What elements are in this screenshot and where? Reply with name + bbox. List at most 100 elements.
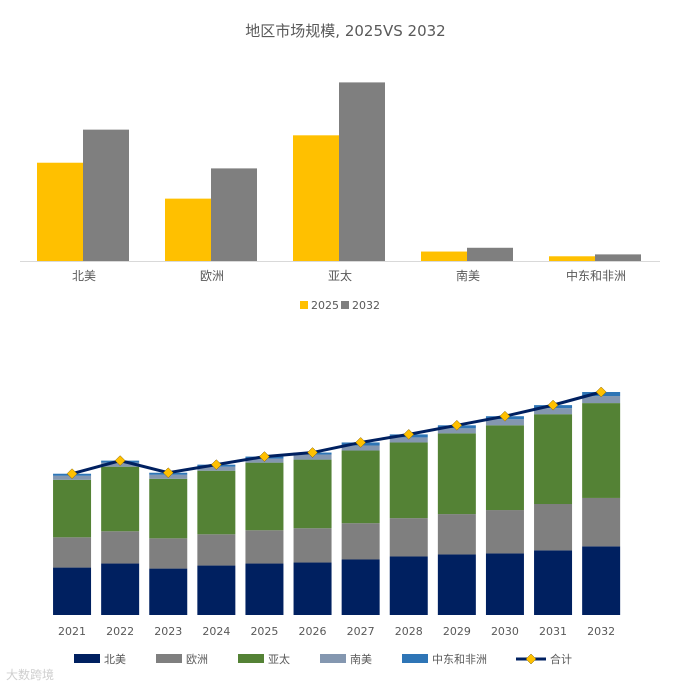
stack-亚太-2023	[149, 478, 188, 539]
page-title: 地区市场规模, 2025VS 2032	[245, 22, 446, 40]
total-marker-2024	[210, 459, 222, 471]
x-tick-label-中东和非洲: 中东和非洲	[566, 268, 626, 283]
stack-北美-2027	[341, 559, 380, 615]
stack-南美-2027	[341, 445, 380, 451]
year-label-2022: 2022	[106, 625, 134, 638]
stack-亚太-2030	[485, 425, 524, 511]
stack-欧洲-2025	[245, 530, 284, 564]
stack-亚太-2026	[293, 459, 332, 529]
stack-欧洲-2026	[293, 528, 332, 563]
stack-南美-2029	[437, 428, 476, 434]
year-label-2031: 2031	[539, 625, 567, 638]
stack-亚太-2032	[582, 403, 621, 498]
legend2-swatch-亚太	[238, 654, 264, 663]
legend2-marker-合计	[525, 653, 537, 665]
stack-欧洲-2028	[389, 518, 428, 557]
total-marker-2021	[66, 468, 78, 480]
legend2-swatch-北美	[74, 654, 100, 663]
legend-label-2032: 2032	[352, 299, 380, 312]
year-label-2021: 2021	[58, 625, 86, 638]
bar-2025-北美	[37, 162, 83, 261]
year-label-2024: 2024	[202, 625, 230, 638]
x-tick-label-南美: 南美	[456, 268, 480, 283]
bar-2025-南美	[421, 251, 467, 261]
stack-北美-2031	[534, 550, 573, 615]
legend-swatch-2025	[300, 301, 308, 309]
stack-亚太-2025	[245, 462, 284, 531]
legend2-swatch-欧洲	[156, 654, 182, 663]
total-marker-2026	[307, 447, 318, 458]
year-label-2025: 2025	[250, 625, 278, 638]
stack-亚太-2022	[101, 466, 140, 532]
legend2-label-中东和非洲: 中东和非洲	[432, 653, 487, 666]
legend-label-2025: 2025	[311, 299, 339, 312]
bar-2025-中东和非洲	[549, 256, 595, 261]
legend2-label-合计: 合计	[550, 652, 572, 666]
stack-北美-2024	[197, 565, 236, 615]
stack-北美-2025	[245, 563, 284, 615]
stack-欧洲-2030	[485, 510, 524, 554]
x-tick-label-北美: 北美	[72, 269, 96, 283]
year-label-2029: 2029	[443, 625, 471, 638]
stack-欧洲-2031	[534, 504, 573, 551]
year-label-2030: 2030	[491, 625, 519, 638]
total-marker-2027	[355, 437, 367, 448]
legend2-label-欧洲: 欧洲	[186, 653, 208, 666]
stack-欧洲-2027	[341, 523, 380, 560]
total-marker-2031	[547, 399, 559, 411]
x-tick-label-亚太: 亚太	[328, 268, 352, 283]
total-marker-2030	[499, 410, 511, 422]
stack-欧洲-2024	[197, 534, 236, 566]
total-marker-2028	[403, 429, 415, 440]
stack-欧洲-2021	[53, 537, 92, 568]
stack-欧洲-2032	[582, 497, 621, 547]
total-marker-2032	[595, 386, 607, 398]
stack-北美-2032	[582, 546, 621, 615]
bar-2025-欧洲	[165, 198, 211, 261]
stack-欧洲-2029	[437, 514, 476, 555]
x-tick-label-欧洲: 欧洲	[200, 269, 224, 283]
stack-亚太-2029	[437, 433, 476, 515]
legend2-swatch-南美	[320, 654, 346, 663]
stack-亚太-2024	[197, 470, 236, 535]
legend2-label-南美: 南美	[350, 653, 372, 666]
stack-南美-2030	[485, 419, 524, 426]
stack-南美-2032	[582, 396, 621, 404]
stack-北美-2022	[101, 563, 140, 615]
stack-亚太-2027	[341, 450, 380, 524]
stack-亚太-2028	[389, 442, 428, 519]
total-marker-2023	[162, 467, 174, 479]
stack-欧洲-2022	[101, 531, 140, 564]
stack-欧洲-2023	[149, 538, 188, 569]
stack-北美-2028	[389, 556, 428, 615]
stack-南美-2031	[534, 408, 573, 415]
stack-南美-2028	[389, 437, 428, 443]
stack-北美-2021	[53, 567, 92, 615]
bar-2025-亚太	[293, 135, 339, 261]
legend2-label-亚太: 亚太	[268, 653, 290, 666]
year-label-2023: 2023	[154, 625, 182, 638]
year-label-2032: 2032	[587, 625, 615, 638]
year-label-2028: 2028	[395, 625, 423, 638]
total-marker-2029	[451, 419, 463, 431]
year-label-2026: 2026	[299, 625, 327, 638]
bar-2032-中东和非洲	[595, 254, 641, 261]
bar-2032-欧洲	[211, 168, 257, 261]
stack-亚太-2031	[534, 414, 573, 505]
bar-2032-北美	[83, 129, 129, 261]
stack-北美-2026	[293, 562, 332, 615]
stack-北美-2023	[149, 568, 188, 615]
year-label-2027: 2027	[347, 625, 375, 638]
total-marker-2022	[114, 455, 126, 466]
total-line	[71, 390, 602, 476]
stack-北美-2030	[485, 553, 524, 615]
watermark: 大数跨境	[6, 668, 55, 682]
stack-北美-2029	[437, 554, 476, 615]
stack-亚太-2021	[53, 479, 92, 538]
bar-2032-亚太	[339, 82, 385, 262]
total-marker-2025	[259, 451, 270, 462]
legend2-swatch-中东和非洲	[402, 654, 428, 663]
legend2-label-北美: 北美	[104, 653, 126, 666]
legend-swatch-2032	[341, 301, 349, 309]
